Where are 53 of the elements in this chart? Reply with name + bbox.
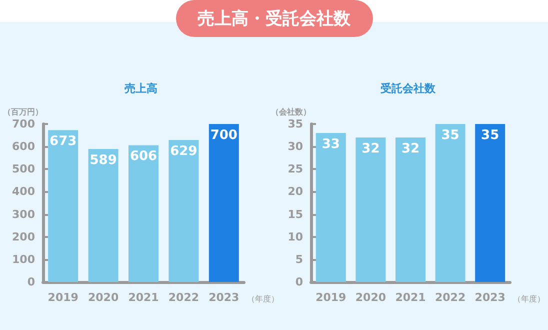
bar (435, 124, 466, 282)
chart-title: 受託会社数 (380, 82, 436, 95)
chart-title: 売上高 (124, 82, 158, 95)
bar (475, 124, 506, 282)
bar (48, 130, 78, 282)
data-label: 35 (481, 128, 500, 143)
data-label: 673 (50, 134, 77, 150)
y-tick-label: 25 (288, 162, 303, 176)
x-tick-label: 2022 (434, 291, 466, 304)
y-tick-label: 20 (288, 185, 304, 198)
y-tick-label: 400 (12, 185, 36, 198)
x-tick-label: 2023 (474, 291, 506, 304)
x-tick-label: 2019 (316, 291, 346, 304)
bar (396, 138, 426, 282)
data-label: 606 (130, 149, 158, 164)
data-label: 32 (401, 142, 420, 157)
x-tick-label: 2022 (168, 291, 200, 304)
x-axis-title: （年度） (247, 294, 279, 304)
x-tick-label: 2020 (355, 291, 386, 304)
bar (316, 133, 346, 282)
x-tick-label: 2019 (48, 291, 78, 304)
data-label: 32 (362, 142, 380, 157)
y-tick-label: 30 (288, 140, 304, 154)
y-tick-label: 10 (288, 230, 304, 244)
y-tick-label: 15 (288, 208, 303, 221)
bar (88, 149, 118, 282)
data-label: 700 (210, 128, 238, 143)
x-tick-label: 2021 (395, 291, 426, 304)
bar (168, 140, 199, 282)
x-tick-label: 2021 (128, 291, 159, 304)
data-label: 33 (322, 137, 340, 152)
y-tick-label: 200 (12, 230, 36, 244)
bar (128, 145, 158, 282)
y-axis-title: （会社数） (271, 108, 311, 116)
text: 売上高・受託会社数 (176, 0, 372, 37)
bar (356, 138, 386, 282)
y-tick-label: 35 (288, 118, 303, 130)
y-tick-label: 300 (12, 208, 36, 221)
y-tick-label: 0 (295, 276, 304, 288)
data-label: 589 (90, 153, 117, 168)
y-tick-label: 5 (295, 252, 303, 266)
y-axis-title: （百万円） (3, 108, 43, 116)
x-tick-label: 2020 (88, 291, 119, 304)
x-tick-label: 2023 (208, 291, 240, 304)
y-tick-label: 500 (12, 162, 36, 176)
y-tick-label: 600 (12, 140, 36, 154)
data-label: 35 (441, 128, 460, 143)
bar (208, 124, 239, 282)
data-label: 629 (170, 144, 198, 160)
y-tick-label: 0 (27, 276, 36, 288)
x-axis-title: （年度） (513, 294, 545, 304)
y-tick-label: 100 (12, 252, 36, 266)
y-tick-label: 700 (12, 118, 36, 130)
